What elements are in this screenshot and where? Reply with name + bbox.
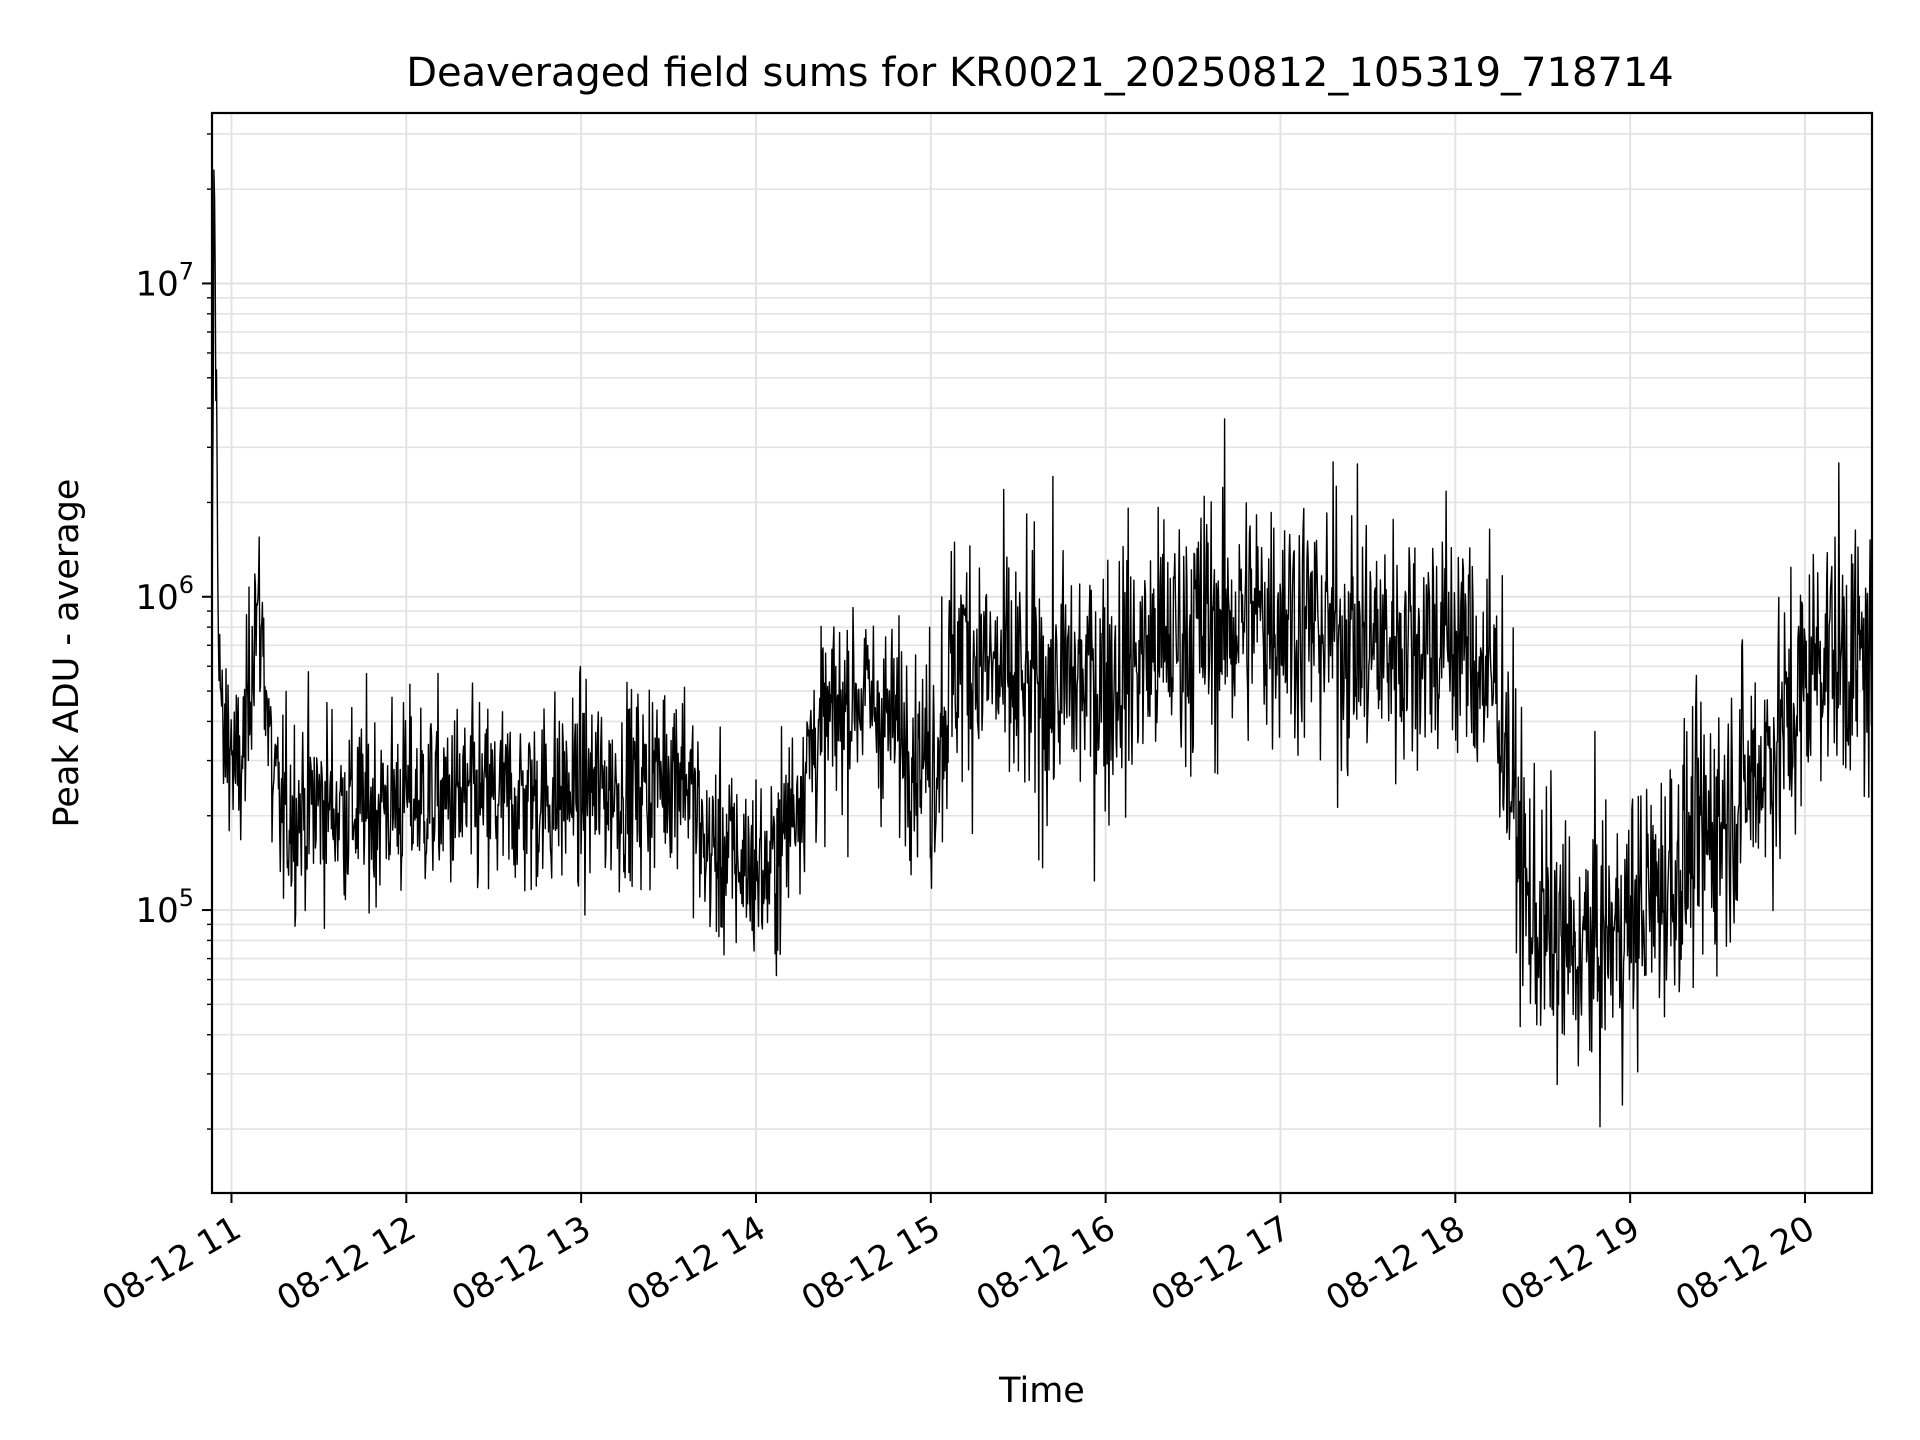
chart-title: Deaveraged field sums for KR0021_2025081… [406,50,1674,96]
series-layer [211,169,1873,1128]
y-axis: 105 106 107 [135,133,212,1130]
x-axis-label: Time [998,1371,1085,1411]
y-axis-label: Peak ADU - average [47,479,87,828]
y-tick-label: 105 [135,884,194,931]
y-tick-label: 107 [135,257,194,304]
plot-frame [210,111,1874,1195]
series-line [211,169,1873,1128]
y-tick-label: 106 [135,571,194,618]
